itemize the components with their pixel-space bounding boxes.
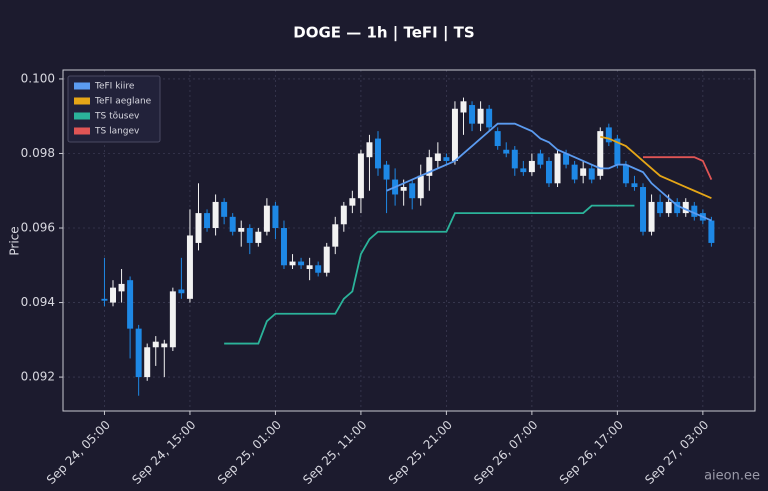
series-line xyxy=(600,135,712,200)
legend: TeFI kiire TeFI aeglane TS tõusev TS langev xyxy=(67,75,161,143)
candle-body xyxy=(571,164,578,180)
candle-body xyxy=(144,347,151,378)
candle-body xyxy=(691,205,698,217)
plot-frame xyxy=(62,69,756,412)
candle-body xyxy=(657,201,664,214)
candle-body xyxy=(118,283,125,292)
candle-body xyxy=(204,213,211,229)
candle-body xyxy=(315,265,322,273)
candle-body xyxy=(255,231,262,243)
candle-body xyxy=(280,228,287,266)
candle-body xyxy=(605,127,612,143)
legend-swatch xyxy=(74,112,90,120)
candle-body xyxy=(682,201,689,214)
candle-body xyxy=(528,160,535,173)
candle-body xyxy=(161,343,168,348)
candle-body xyxy=(640,187,647,232)
candle-body xyxy=(520,168,527,173)
candle-body xyxy=(169,291,176,348)
legend-swatch xyxy=(74,82,90,90)
candle-body xyxy=(494,131,501,147)
watermark: aieon.ee xyxy=(704,469,760,484)
legend-label: TeFI kiire xyxy=(94,82,135,92)
candle-body xyxy=(588,168,595,180)
series-line xyxy=(643,156,713,180)
candle-body xyxy=(178,289,185,294)
candle-body xyxy=(238,228,245,232)
y-tick-label: 0.096 xyxy=(21,221,55,235)
chart-title: DOGE — 1h | TeFI | TS xyxy=(293,24,474,43)
candle-body xyxy=(648,201,655,232)
candle-body xyxy=(426,157,433,176)
legend-label: TS langev xyxy=(94,127,140,137)
candle-body xyxy=(511,149,518,169)
candle-body xyxy=(614,138,621,165)
candle-body xyxy=(537,153,544,165)
legend-swatch xyxy=(74,127,90,135)
candle-body xyxy=(443,157,450,161)
series-line xyxy=(224,204,635,345)
candle-body xyxy=(323,246,330,273)
candle-body xyxy=(503,149,510,154)
candle-body xyxy=(306,265,313,270)
candle-body xyxy=(221,201,228,217)
candle-body xyxy=(357,153,364,199)
candle-body xyxy=(101,298,108,301)
legend-box xyxy=(67,75,161,143)
candle-body xyxy=(580,168,587,176)
candle-body xyxy=(212,201,219,229)
series-line xyxy=(386,122,712,222)
y-tick-label: 0.094 xyxy=(21,295,55,309)
candle-body xyxy=(631,183,638,188)
candle-body xyxy=(597,131,604,176)
candle-body xyxy=(545,160,552,184)
candle-body xyxy=(622,164,629,184)
candle-body xyxy=(477,108,484,124)
y-tick-label: 0.100 xyxy=(21,71,55,85)
y-axis-label: Price xyxy=(8,226,22,255)
candle-body xyxy=(674,201,681,214)
candle-body xyxy=(127,280,134,329)
candle-body xyxy=(665,201,672,214)
candle-body xyxy=(349,198,356,206)
candle-body xyxy=(451,108,458,161)
candle-body xyxy=(332,224,339,247)
candle-body xyxy=(289,261,296,266)
candle-body xyxy=(229,216,236,232)
legend-label: TS tõusev xyxy=(94,112,140,122)
candle-body xyxy=(246,228,253,243)
candle-body xyxy=(409,183,416,199)
candle-body xyxy=(366,142,373,158)
legend-swatch xyxy=(74,97,90,105)
candle-body xyxy=(469,105,476,124)
candle-body xyxy=(263,205,270,232)
candle-body xyxy=(563,153,570,165)
candle-body xyxy=(554,153,561,184)
candle-body xyxy=(486,108,493,128)
candle-body xyxy=(152,341,159,348)
legend-label: TeFI aeglane xyxy=(94,97,152,107)
candle-body xyxy=(417,175,424,199)
candle-body xyxy=(383,164,390,180)
candle-body xyxy=(375,138,382,169)
y-tick-label: 0.092 xyxy=(21,370,55,384)
candle-body xyxy=(400,187,407,191)
candle-body xyxy=(298,261,305,266)
candle-body xyxy=(434,153,441,161)
candle-body xyxy=(110,287,117,303)
candle-body xyxy=(135,328,142,378)
candle-body xyxy=(195,213,202,243)
candle-body xyxy=(708,220,715,243)
y-tick-label: 0.098 xyxy=(21,146,55,160)
candle-body xyxy=(272,205,279,229)
candle-body xyxy=(340,205,347,225)
candle-body xyxy=(460,101,467,113)
candle-body xyxy=(186,235,193,299)
